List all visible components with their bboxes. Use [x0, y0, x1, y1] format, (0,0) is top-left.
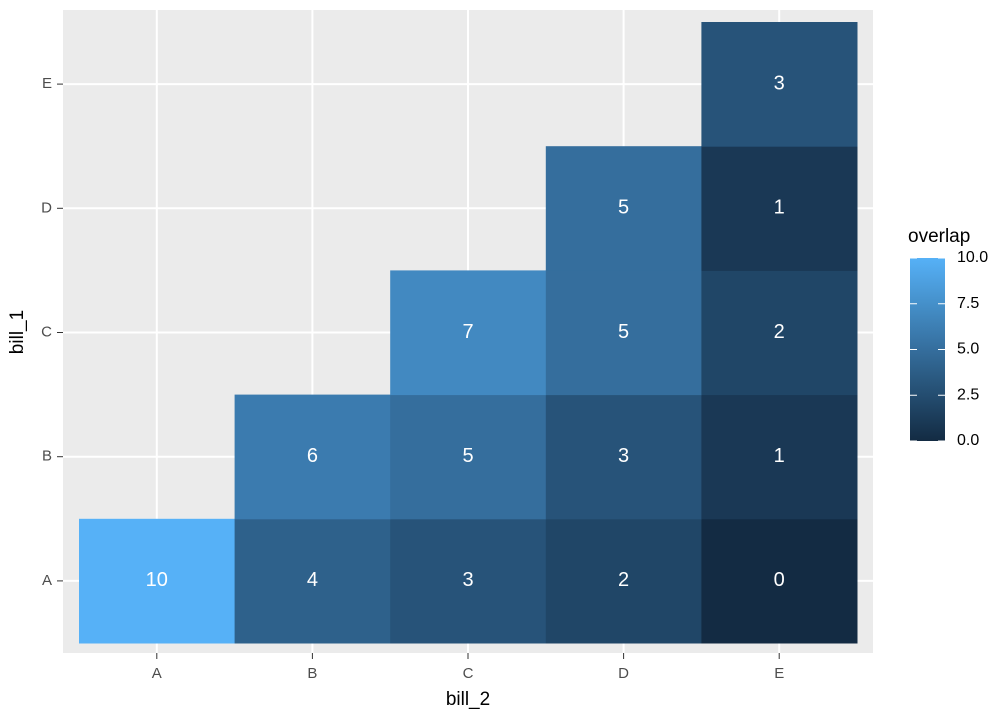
cell-label: 3 [462, 569, 473, 591]
x-tick-label: C [463, 665, 474, 682]
cell [701, 270, 858, 396]
x-tick-label: D [618, 665, 629, 682]
cell-label: 4 [307, 569, 318, 591]
cell-label: 7 [462, 321, 473, 343]
colorbar-tick-label: 2.5 [957, 386, 979, 403]
colorbar-tick-label: 0.0 [957, 432, 979, 449]
cell [390, 394, 547, 520]
x-tick-label: B [307, 665, 317, 682]
colorbar-tick-label: 7.5 [957, 295, 979, 312]
y-tick-label: B [42, 448, 52, 465]
cell [701, 518, 858, 644]
cell [545, 518, 702, 644]
colorbar-tick-label: 5.0 [957, 341, 979, 358]
colorbar-tick-label: 10.0 [957, 249, 988, 266]
y-axis-title: bill_1 [7, 310, 28, 354]
cell [545, 146, 702, 271]
legend-title: overlap [908, 226, 970, 247]
cell-label: 5 [618, 197, 629, 219]
cell-label: 1 [774, 445, 785, 467]
cell-label: 2 [774, 321, 785, 343]
cell-label: 5 [462, 445, 473, 467]
cell [701, 394, 858, 520]
cell [234, 518, 391, 644]
cell-label: 5 [618, 321, 629, 343]
cell [390, 270, 547, 396]
cell-label: 10 [146, 569, 168, 591]
cell [390, 518, 547, 644]
cell-label: 3 [774, 72, 785, 94]
x-tick-label: A [152, 665, 162, 682]
y-tick-label: E [42, 75, 52, 92]
cell [545, 394, 702, 520]
y-tick-label: C [41, 323, 52, 340]
cell [701, 22, 858, 147]
cell [701, 146, 858, 271]
cell-label: 1 [774, 197, 785, 219]
cell [234, 394, 391, 520]
cell [79, 518, 236, 644]
cell-label: 3 [618, 445, 629, 467]
y-tick-label: D [41, 199, 52, 216]
cell-label: 6 [307, 445, 318, 467]
cell [545, 270, 702, 396]
cell-label: 2 [618, 569, 629, 591]
x-axis-title: bill_2 [446, 689, 490, 710]
x-tick-label: E [774, 665, 784, 682]
cell-label: 0 [774, 569, 785, 591]
y-tick-label: A [42, 572, 52, 589]
